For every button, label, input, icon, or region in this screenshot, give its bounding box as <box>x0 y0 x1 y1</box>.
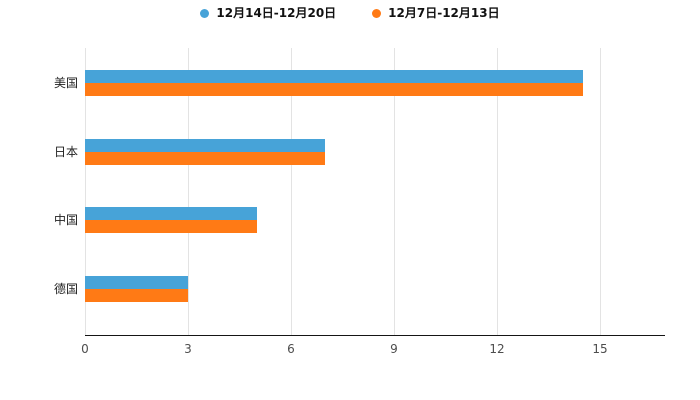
gridline <box>291 48 292 335</box>
x-tick-label: 0 <box>81 342 89 356</box>
bar-德国-series1 <box>85 288 188 302</box>
gridline <box>497 48 498 335</box>
x-tick-label: 9 <box>390 342 398 356</box>
bar-日本-series1 <box>85 151 326 165</box>
bar-中国-series1 <box>85 220 257 234</box>
gridline <box>600 48 601 335</box>
x-tick-label: 6 <box>287 342 295 356</box>
legend-marker-icon <box>200 8 210 18</box>
gridline <box>394 48 395 335</box>
bar-日本-series0 <box>85 138 326 152</box>
legend-label: 12月14日-12月20日 <box>216 6 337 20</box>
bar-中国-series0 <box>85 207 257 221</box>
x-axis-line <box>85 335 665 336</box>
legend-marker-icon <box>372 8 382 18</box>
bar-德国-series0 <box>85 275 188 289</box>
gridline <box>85 48 86 335</box>
category-label: 德国 <box>53 281 78 296</box>
gridline <box>188 48 189 335</box>
category-label: 美国 <box>53 76 78 91</box>
legend-label: 12月7日-12月13日 <box>388 6 500 20</box>
legend-item-series0[interactable]: 12月14日-12月20日 <box>200 7 336 19</box>
legend-item-series1[interactable]: 12月7日-12月13日 <box>372 6 500 20</box>
x-tick-label: 12 <box>489 342 505 356</box>
bar-美国-series1 <box>85 83 583 97</box>
bar-美国-series0 <box>85 70 583 84</box>
category-label: 日本 <box>53 144 78 159</box>
x-tick-label: 15 <box>592 342 608 356</box>
x-tick-label: 3 <box>184 342 192 356</box>
category-label: 中国 <box>53 213 78 228</box>
chart-legend: 12月14日-12月20日 12月7日-12月13日 <box>0 7 700 19</box>
